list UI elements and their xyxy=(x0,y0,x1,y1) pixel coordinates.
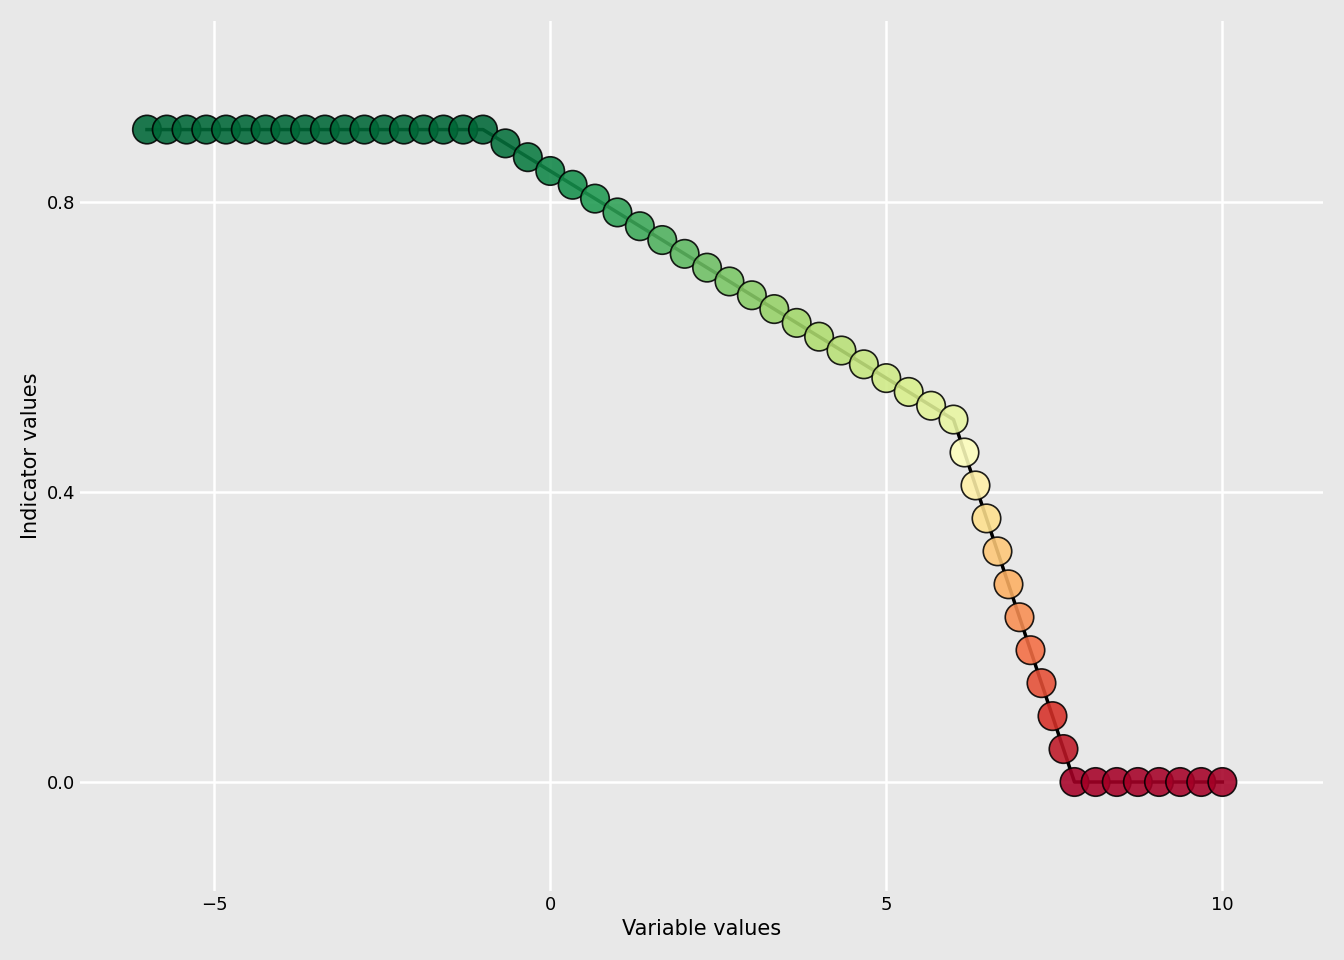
Point xyxy=(255,122,277,137)
Point xyxy=(195,122,216,137)
Point xyxy=(808,329,829,345)
Point xyxy=(696,260,718,276)
Point xyxy=(898,384,919,399)
Point xyxy=(235,122,257,137)
Point xyxy=(652,232,673,248)
Point xyxy=(1085,775,1106,790)
Point xyxy=(1211,775,1232,790)
Point xyxy=(1031,676,1052,691)
Point xyxy=(997,577,1019,592)
Point xyxy=(1148,775,1169,790)
Point xyxy=(333,122,355,137)
Point xyxy=(1169,775,1191,790)
Point xyxy=(954,444,976,460)
Point xyxy=(1063,775,1085,790)
Point xyxy=(606,204,628,220)
Point xyxy=(1191,775,1212,790)
Point xyxy=(353,122,375,137)
Point xyxy=(433,122,454,137)
Point xyxy=(976,511,997,526)
Point xyxy=(294,122,316,137)
Point xyxy=(1020,642,1042,658)
Point xyxy=(1106,775,1128,790)
Point xyxy=(741,288,762,303)
Point xyxy=(314,122,336,137)
Point xyxy=(921,398,942,414)
Point xyxy=(629,219,650,234)
Point xyxy=(539,163,560,179)
Point xyxy=(156,122,177,137)
Point xyxy=(719,274,741,289)
Point xyxy=(274,122,296,137)
Y-axis label: Indicator values: Indicator values xyxy=(22,372,40,540)
Point xyxy=(374,122,395,137)
Point xyxy=(1042,708,1063,724)
Point xyxy=(986,543,1008,559)
Point xyxy=(453,122,474,137)
Point xyxy=(786,315,808,330)
Point xyxy=(413,122,434,137)
Point xyxy=(942,412,964,427)
Point xyxy=(472,122,493,137)
Point xyxy=(831,343,852,358)
Point xyxy=(176,122,198,137)
Point xyxy=(673,246,695,261)
Point xyxy=(517,150,539,165)
Point xyxy=(853,356,875,372)
Point xyxy=(585,191,606,206)
X-axis label: Variable values: Variable values xyxy=(622,919,781,939)
Point xyxy=(394,122,415,137)
Point xyxy=(1009,610,1031,625)
Point xyxy=(965,478,986,493)
Point xyxy=(495,135,516,151)
Point xyxy=(215,122,237,137)
Point xyxy=(562,178,583,193)
Point xyxy=(875,371,896,386)
Point xyxy=(763,301,785,317)
Point xyxy=(1052,741,1074,756)
Point xyxy=(136,122,157,137)
Point xyxy=(1128,775,1149,790)
